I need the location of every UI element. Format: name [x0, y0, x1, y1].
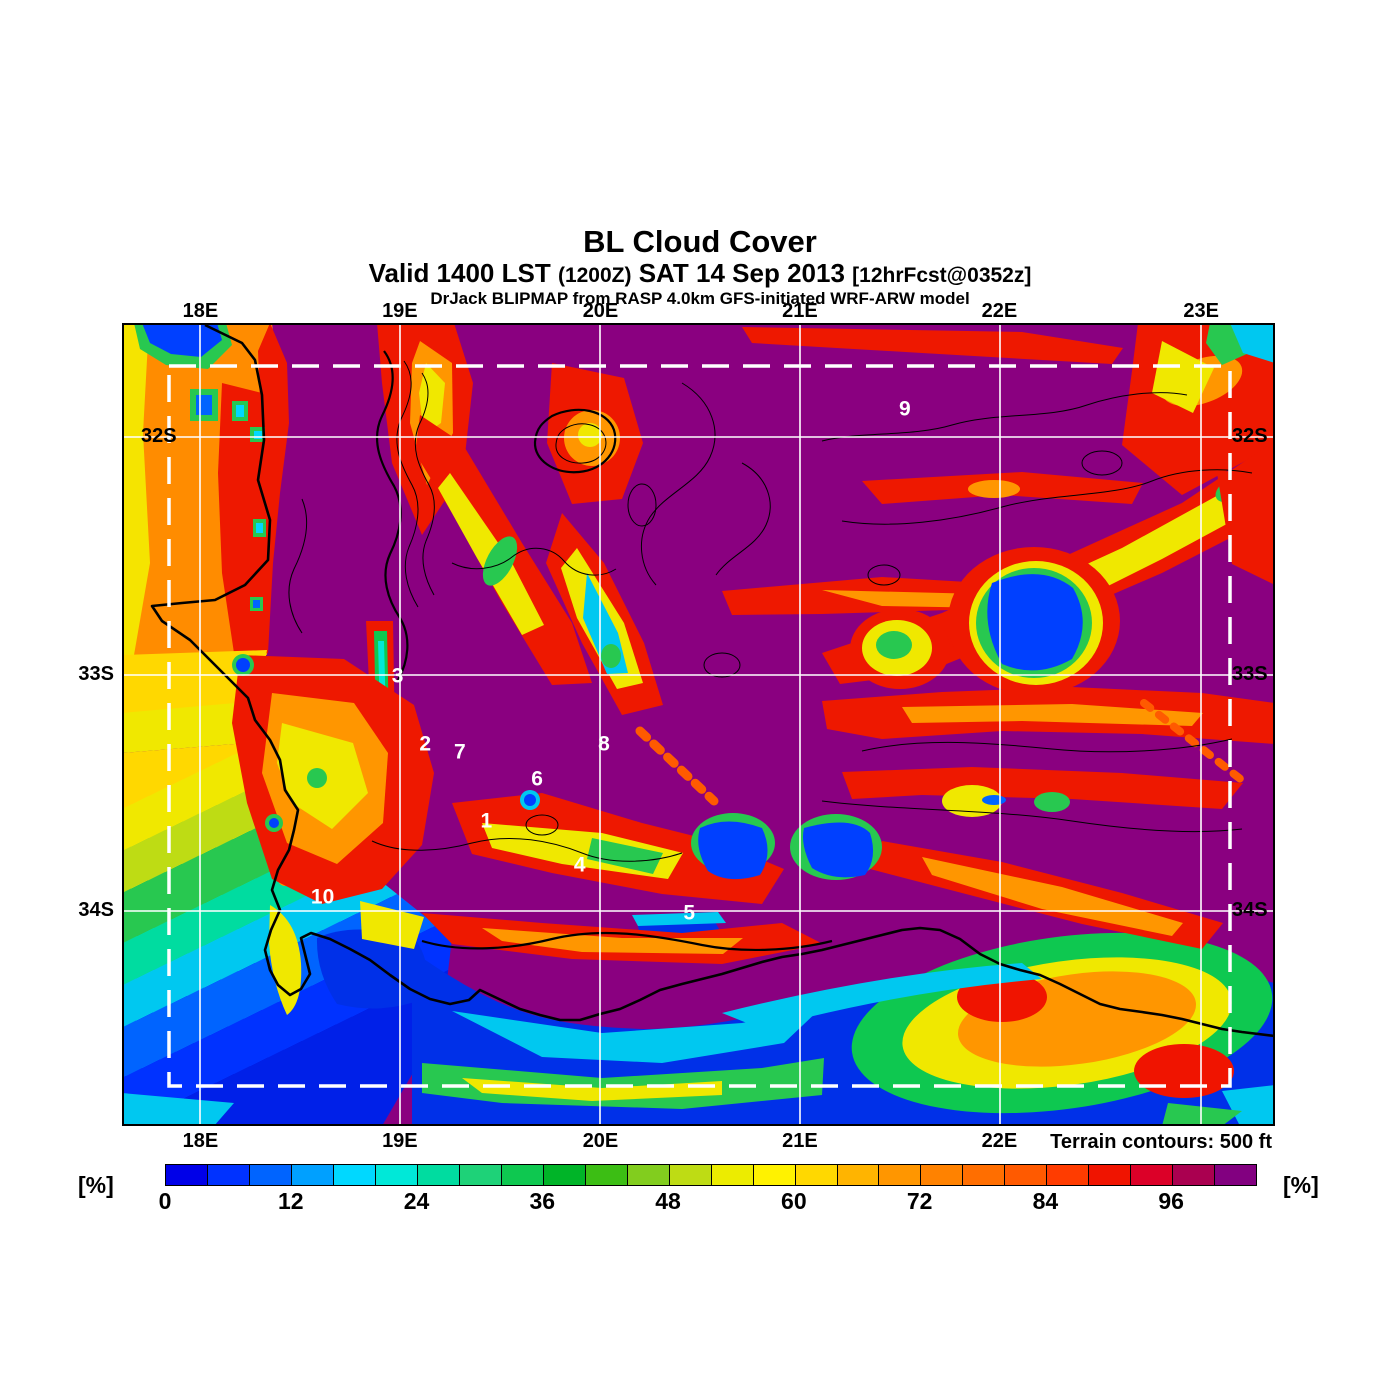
- location-marker: 9: [899, 397, 911, 421]
- axis-tick-label: 34S: [1232, 898, 1268, 921]
- colorbar-cell: [627, 1165, 670, 1185]
- colorbar-cell: [333, 1165, 376, 1185]
- colorbar-cell: [837, 1165, 880, 1185]
- colorbar-cell: [711, 1165, 754, 1185]
- colorbar-unit-right: [%]: [1283, 1172, 1319, 1198]
- colorbar: [165, 1164, 1257, 1186]
- colorbar-cell: [501, 1165, 544, 1185]
- colorbar-cell: [1131, 1165, 1174, 1185]
- forecast-tag: [12hrFcst@0352z]: [852, 263, 1032, 287]
- axis-tick-label: 21E: [782, 300, 818, 322]
- model-line: DrJack BLIPMAP from RASP 4.0km GFS-initi…: [430, 288, 970, 308]
- axis-tick-label: 33S: [78, 662, 114, 685]
- colorbar-cell: [459, 1165, 502, 1185]
- axis-tick-label: 32S: [1232, 425, 1268, 448]
- axis-tick-label: 20E: [582, 300, 619, 322]
- colorbar-tick-label: 72: [906, 1188, 933, 1214]
- axis-tick-label: 18E: [182, 1130, 219, 1152]
- colorbar-tick-label: 84: [1032, 1188, 1059, 1214]
- location-marker: 2: [419, 732, 432, 756]
- axis-tick-label: 22E: [981, 300, 1018, 322]
- axis-tick-label: 32S: [141, 425, 177, 448]
- colorbar-tick-labels: 0 12 24 36 48 60 72 84 96: [159, 1188, 1255, 1216]
- colorbar-cell: [921, 1165, 964, 1185]
- axis-tick-label: 34S: [78, 898, 114, 921]
- colorbar-cell: [1173, 1165, 1216, 1185]
- top-axis-labels: 18E 19E 20E 21E 22E 23E: [122, 300, 1275, 324]
- axis-tick-label: 33S: [1232, 662, 1268, 685]
- valid-time: Valid 1400 LST: [368, 257, 551, 288]
- cloud-cover-map: [122, 323, 1275, 1126]
- location-marker: 6: [531, 767, 543, 791]
- page-title: BL Cloud Cover: [583, 224, 817, 259]
- axis-tick-label: 20E: [582, 1130, 619, 1152]
- location-marker: 3: [391, 664, 404, 688]
- graticule: [122, 323, 1275, 1126]
- colorbar-tick-label: 0: [158, 1188, 172, 1214]
- colorbar-cell: [417, 1165, 460, 1185]
- colorbar-cell: [291, 1165, 334, 1185]
- header: BL Cloud Cover Valid 1400 LST (1200Z) SA…: [0, 224, 1400, 308]
- colorbar-tick-label: 36: [529, 1188, 556, 1214]
- bottom-axis-labels: 18E 19E 20E 21E 22E: [122, 1130, 1275, 1154]
- colorbar-tick-label: 24: [403, 1188, 430, 1214]
- colorbar-cell: [963, 1165, 1006, 1185]
- location-marker: 8: [598, 732, 610, 756]
- location-marker: 4: [573, 853, 586, 877]
- axis-tick-label: 19E: [382, 1130, 418, 1152]
- colorbar-cell: [795, 1165, 838, 1185]
- colorbar-cell: [1215, 1165, 1257, 1185]
- valid-line: Valid 1400 LST (1200Z) SAT 14 Sep 2013 […: [0, 257, 1400, 288]
- location-marker: 5: [683, 901, 696, 925]
- valid-date: SAT 14 Sep 2013: [638, 257, 845, 288]
- colorbar-cell: [249, 1165, 292, 1185]
- colorbar-tick-label: 60: [781, 1188, 807, 1214]
- location-marker: 7: [453, 740, 466, 764]
- south-ocean-cloud-field: [122, 932, 1275, 1126]
- axis-tick-label: 23E: [1183, 300, 1219, 322]
- terrain-note: Terrain contours: 500 ft: [1050, 1131, 1272, 1153]
- location-marker: 10: [310, 885, 335, 909]
- colorbar-cell: [585, 1165, 628, 1185]
- axis-tick-label: 22E: [981, 1130, 1018, 1152]
- model-domain-boundary: [167, 364, 1232, 1088]
- map-area: 1 2 3 4 5 6 7 8 9 10: [122, 323, 1275, 1126]
- colorbar-cell: [753, 1165, 796, 1185]
- colorbar-cell: [879, 1165, 922, 1185]
- colorbar-unit-left: [%]: [78, 1172, 114, 1198]
- location-marker: 1: [480, 809, 493, 833]
- axis-tick-label: 21E: [782, 1130, 818, 1152]
- colorbar-cell: [543, 1165, 586, 1185]
- valid-zulu: (1200Z): [557, 263, 632, 287]
- colorbar-cell: [207, 1165, 250, 1185]
- colorbar-cell: [1047, 1165, 1090, 1185]
- colorbar-cell: [1089, 1165, 1132, 1185]
- colorbar-cell: [375, 1165, 418, 1185]
- colorbar-tick-label: 12: [277, 1188, 304, 1214]
- map-border: [122, 323, 1275, 1126]
- axis-tick-label: 18E: [182, 300, 219, 322]
- coastline: [150, 323, 1275, 1038]
- colorbar-tick-label: 48: [655, 1188, 681, 1214]
- interior-cloud-streaks: [232, 323, 1275, 964]
- colorbar-tick-label: 96: [1158, 1188, 1184, 1214]
- inland-clear-lakes: [520, 790, 882, 880]
- axis-tick-label: 19E: [382, 300, 418, 322]
- colorbar-cell: [669, 1165, 712, 1185]
- colorbar-cell: [1005, 1165, 1048, 1185]
- colorbar-cell: [166, 1165, 208, 1185]
